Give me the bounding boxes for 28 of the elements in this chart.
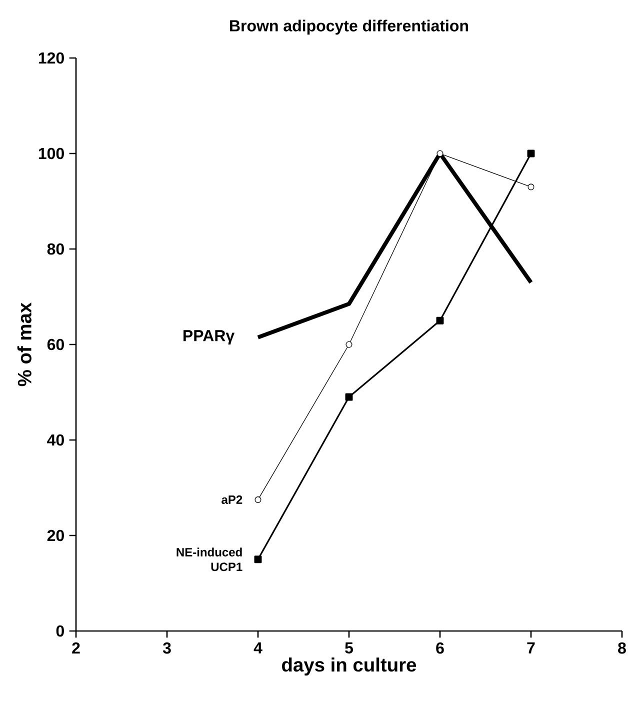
x-tick-label: 4 [254, 642, 262, 654]
series-label: NE-induced UCP1 [176, 548, 242, 572]
x-tick-label: 7 [527, 642, 535, 654]
y-tick-label: 120 [38, 52, 64, 64]
y-tick-label: 40 [47, 434, 64, 446]
x-tick-label: 5 [345, 642, 354, 654]
point [254, 496, 262, 503]
y-axis-title: % of max [17, 302, 32, 386]
series-label: aP2 [222, 495, 242, 504]
point [527, 150, 535, 158]
y-tick-label: 60 [47, 338, 64, 350]
chart-title: Brown adipocyte differentiation [230, 20, 468, 35]
x-tick-label: 3 [162, 642, 171, 654]
y-tick-label: 80 [47, 243, 64, 255]
point [436, 150, 444, 157]
point [528, 184, 534, 190]
point [254, 556, 262, 564]
x-axis-title: days in culture [282, 658, 416, 676]
y-tick-label: 0 [56, 625, 64, 637]
point [345, 393, 353, 401]
point [436, 316, 444, 324]
series-label: PPARγ [184, 330, 235, 344]
x-tick-label: 8 [618, 642, 626, 654]
y-tick-label: 100 [38, 148, 64, 160]
y-tick-label: 20 [47, 530, 64, 542]
x-tick-label: 6 [436, 642, 444, 654]
x-tick-label: 2 [72, 642, 80, 654]
point [346, 341, 352, 348]
